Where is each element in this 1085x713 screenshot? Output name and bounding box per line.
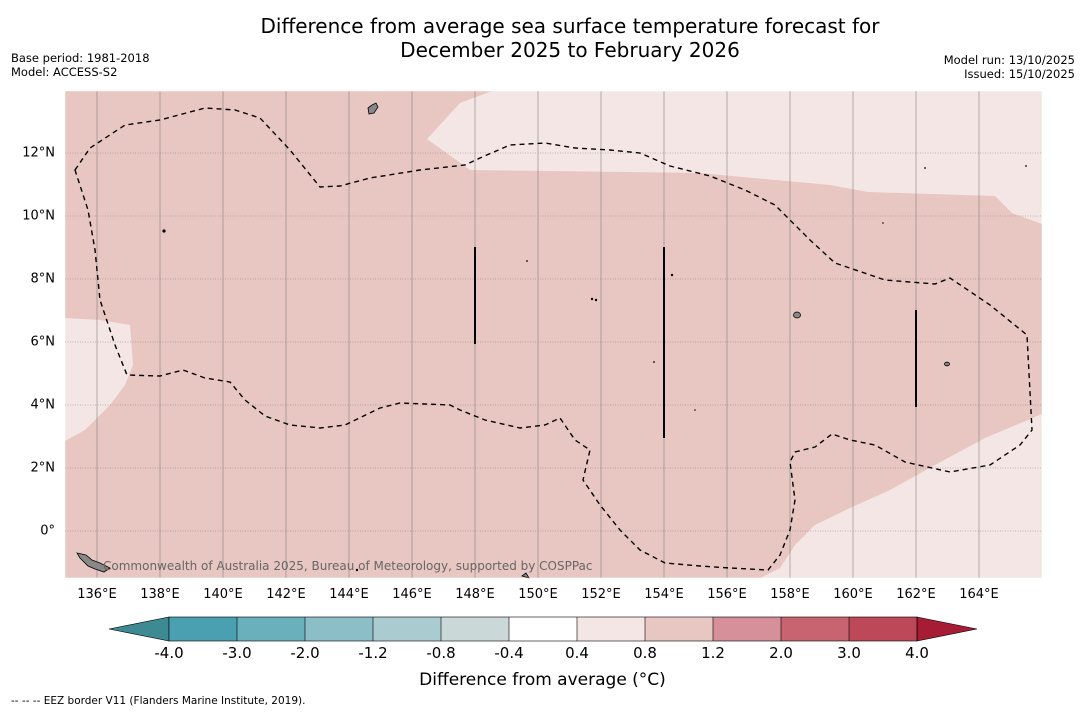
lon-label: 160°E: [833, 587, 873, 602]
colorbar-segment: [441, 617, 509, 641]
lon-label: 144°E: [329, 587, 369, 602]
colorbar-segment: [237, 617, 305, 641]
graticule: [65, 91, 1042, 578]
lon-label: 162°E: [896, 587, 936, 602]
lon-label: 150°E: [518, 587, 558, 602]
copyright-text: Commonwealth of Australia 2025, Bureau o…: [103, 559, 593, 573]
atoll: [355, 568, 359, 572]
lon-label: 142°E: [266, 587, 306, 602]
colorbar-segment: [373, 617, 441, 641]
atolls: [162, 165, 1027, 572]
atoll: [882, 222, 884, 224]
island-east-a: [793, 311, 801, 319]
lon-label: 138°E: [140, 587, 180, 602]
colorbar-label: -1.2: [358, 644, 388, 662]
colorbar-label: -0.8: [426, 644, 456, 662]
colorbar-label: -3.0: [222, 644, 252, 662]
atoll: [162, 229, 166, 233]
title-line-2: December 2025 to February 2026: [400, 38, 740, 62]
lon-label: 136°E: [77, 587, 117, 602]
lat-label: 10°N: [22, 208, 55, 224]
lon-label: 148°E: [455, 587, 495, 602]
lon-label: 158°E: [770, 587, 810, 602]
lon-label: 152°E: [581, 587, 621, 602]
meta-right: Model run: 13/10/2025 Issued: 15/10/2025: [944, 53, 1075, 81]
lon-label: 146°E: [392, 587, 432, 602]
base-period: Base period: 1981-2018: [11, 51, 150, 65]
colorbar-label: -0.4: [494, 644, 524, 662]
atoll: [670, 273, 674, 277]
lat-label: 2°N: [30, 460, 56, 476]
eez-gaps: [474, 247, 917, 438]
island-north: [367, 102, 379, 115]
lat-label: 6°N: [30, 334, 56, 350]
island-southwest: [76, 552, 111, 573]
atoll: [924, 167, 926, 169]
atoll: [594, 298, 598, 302]
atoll: [590, 297, 594, 301]
colorbar-label: -4.0: [154, 644, 184, 662]
model-run: Model run: 13/10/2025: [943, 53, 1075, 67]
colorbar-label: 0.4: [565, 644, 589, 662]
lat-label: 4°N: [30, 397, 56, 413]
colorbar-extend-high: [916, 616, 978, 642]
lon-label: 164°E: [959, 587, 999, 602]
colorbar-frame: [168, 616, 918, 642]
colorbar-extend-low: [108, 616, 170, 642]
colorbar-segment: [305, 617, 373, 641]
lat-label: 12°N: [22, 145, 55, 161]
colorbar-segment: [509, 617, 577, 641]
colorbar-label: 4.0: [905, 644, 929, 662]
lon-label: 156°E: [707, 587, 747, 602]
atoll: [526, 260, 528, 262]
meta-left: Base period: 1981-2018 Model: ACCESS-S2: [11, 51, 150, 79]
islands: [76, 102, 950, 579]
colorbar-label: 0.8: [633, 644, 657, 662]
colorbar-segment: [713, 617, 781, 641]
colorbar-segment: [577, 617, 645, 641]
footnote: -- -- -- EEZ border V11 (Flanders Marine…: [11, 695, 306, 707]
atoll: [653, 361, 655, 363]
lon-label: 154°E: [644, 587, 684, 602]
map-title: Difference from average sea surface temp…: [0, 14, 1085, 62]
colorbar: [108, 616, 978, 642]
island-east-b: [944, 361, 950, 367]
atoll: [694, 409, 696, 411]
colorbar-label: 2.0: [769, 644, 793, 662]
anomaly-region-0.8-1.2: [65, 91, 1042, 578]
colorbar-segment: [645, 617, 713, 641]
colorbar-label: 3.0: [837, 644, 861, 662]
colorbar-title: Difference from average (°C): [419, 670, 666, 690]
lat-label: 0°: [40, 523, 55, 539]
colorbar-segment: [781, 617, 849, 641]
map-frame: [64, 90, 1043, 579]
colorbar-segment: [849, 617, 917, 641]
lon-label: 140°E: [203, 587, 243, 602]
island-south-mid: [521, 572, 530, 579]
eez-border: [74, 107, 1033, 571]
colorbar-label: 1.2: [701, 644, 725, 662]
colorbar-label: -2.0: [290, 644, 320, 662]
issued-date: Issued: 15/10/2025: [964, 67, 1075, 81]
atoll: [1025, 165, 1027, 167]
lat-label: 8°N: [30, 271, 56, 287]
model-name: Model: ACCESS-S2: [11, 65, 118, 79]
title-line-1: Difference from average sea surface temp…: [260, 14, 880, 38]
colorbar-segment: [169, 617, 237, 641]
